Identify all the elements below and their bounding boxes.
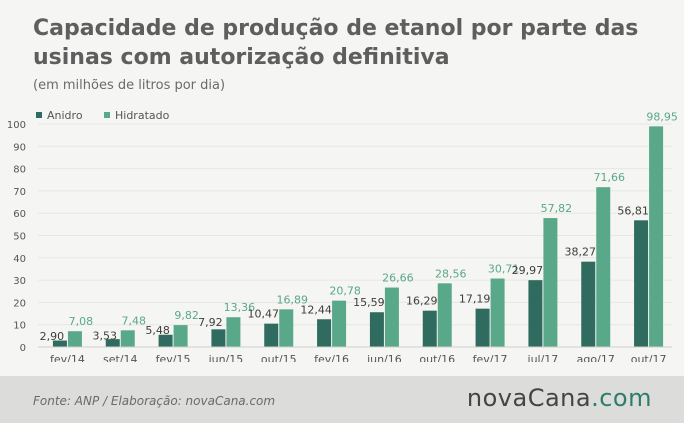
bar-hidratado [490,278,505,347]
data-label-anidro: 56,81 [617,204,649,217]
data-label-hidratado: 16,89 [277,293,309,306]
novacana-logo: novaCana.com [467,384,652,412]
bar-anidro [264,323,279,347]
data-label-hidratado: 28,56 [435,267,467,280]
x-tick-label: jul/17 [527,353,559,362]
y-tick-label: 90 [13,142,26,153]
x-tick-label: jun/15 [208,353,244,362]
data-label-anidro: 29,97 [512,264,544,277]
y-tick-label: 50 [13,232,26,243]
bar-chart: 0 10 20 30 40 50 60 70 80 90 100 Anidro Hidratado 2,9… [7,109,678,362]
bar-anidro [317,319,332,347]
bar-anidro [475,308,490,347]
x-tick-label: fev/17 [473,353,508,362]
x-tick-label: fev/16 [314,353,349,362]
legend-label-anidro: Anidro [47,109,83,122]
y-tick-label: 40 [13,254,26,265]
x-tick-label: out/16 [419,353,455,362]
bar-anidro [105,339,120,347]
bar-hidratado [543,218,558,347]
y-tick-label: 30 [13,276,26,287]
bar-hidratado [279,309,294,347]
x-tick-label: jun/16 [366,353,402,362]
y-tick-label: 20 [13,298,26,309]
data-label-hidratado: 26,66 [382,272,414,285]
x-tick-label: fev/15 [156,353,191,362]
legend-swatch-anidro [36,112,42,118]
data-label-hidratado: 9,82 [174,309,199,322]
data-label-hidratado: 7,08 [69,315,94,328]
bar-hidratado [120,330,135,347]
data-label-hidratado: 13,36 [224,301,256,314]
bar-hidratado [649,126,664,348]
data-label-anidro: 16,29 [406,295,438,308]
data-label-anidro: 2,90 [40,330,65,343]
chart-subtitle: (em milhões de litros por dia) [33,78,226,93]
bar-hidratado [596,187,611,347]
bar-hidratado [437,283,452,347]
data-label-anidro: 38,27 [565,246,597,259]
y-tick-label: 100 [7,120,26,131]
logo-main: novaCana [466,384,592,412]
data-label-hidratado: 30,71 [488,263,520,276]
x-tick-label: ago/17 [577,353,615,362]
x-tick-label: fev/14 [50,353,85,362]
chart-title: Capacidade de produção de etanol por par… [33,16,639,70]
bar-hidratado [384,287,399,347]
bar-hidratado [332,300,347,347]
data-label-anidro: 10,47 [248,308,280,321]
data-label-hidratado: 7,48 [122,314,147,327]
source-note: Fonte: ANP / Elaboração: novaCana.com [33,394,276,408]
y-tick-label: 70 [13,187,26,198]
bar-anidro [211,329,226,347]
data-label-hidratado: 71,66 [594,171,626,184]
data-label-anidro: 15,59 [353,296,385,309]
y-tick-label: 0 [20,343,26,354]
bar-anidro [369,312,384,347]
bar-hidratado [226,317,241,347]
y-tick-label: 60 [13,209,26,220]
bar-hidratado [173,325,188,347]
legend-label-hidratado: Hidratado [115,109,170,122]
bar-anidro [52,340,67,347]
bar-anidro [422,310,437,347]
x-tick-label: out/15 [261,353,297,362]
y-tick-label: 10 [13,321,26,332]
data-label-hidratado: 57,82 [541,202,573,215]
x-tick-label: out/17 [631,353,667,362]
data-label-anidro: 3,53 [93,329,118,342]
legend-swatch-hidratado [104,112,110,118]
data-label-hidratado: 98,95 [646,110,678,123]
data-label-anidro: 17,19 [459,293,491,306]
y-tick-label: 80 [13,165,26,176]
data-label-anidro: 12,44 [300,303,332,316]
data-label-anidro: 7,92 [198,316,223,329]
footer: Fonte: ANP / Elaboração: novaCana.com no… [0,376,684,423]
bar-anidro [528,280,543,347]
logo-suffix: com [599,384,652,412]
bar-anidro [581,261,596,347]
x-tick-label: set/14 [103,353,138,362]
data-label-hidratado: 20,78 [329,285,361,298]
logo-dot: . [591,384,600,412]
bar-anidro [634,220,649,347]
bar-anidro [158,334,173,347]
bar-hidratado [67,331,82,347]
data-label-anidro: 5,48 [145,324,170,337]
